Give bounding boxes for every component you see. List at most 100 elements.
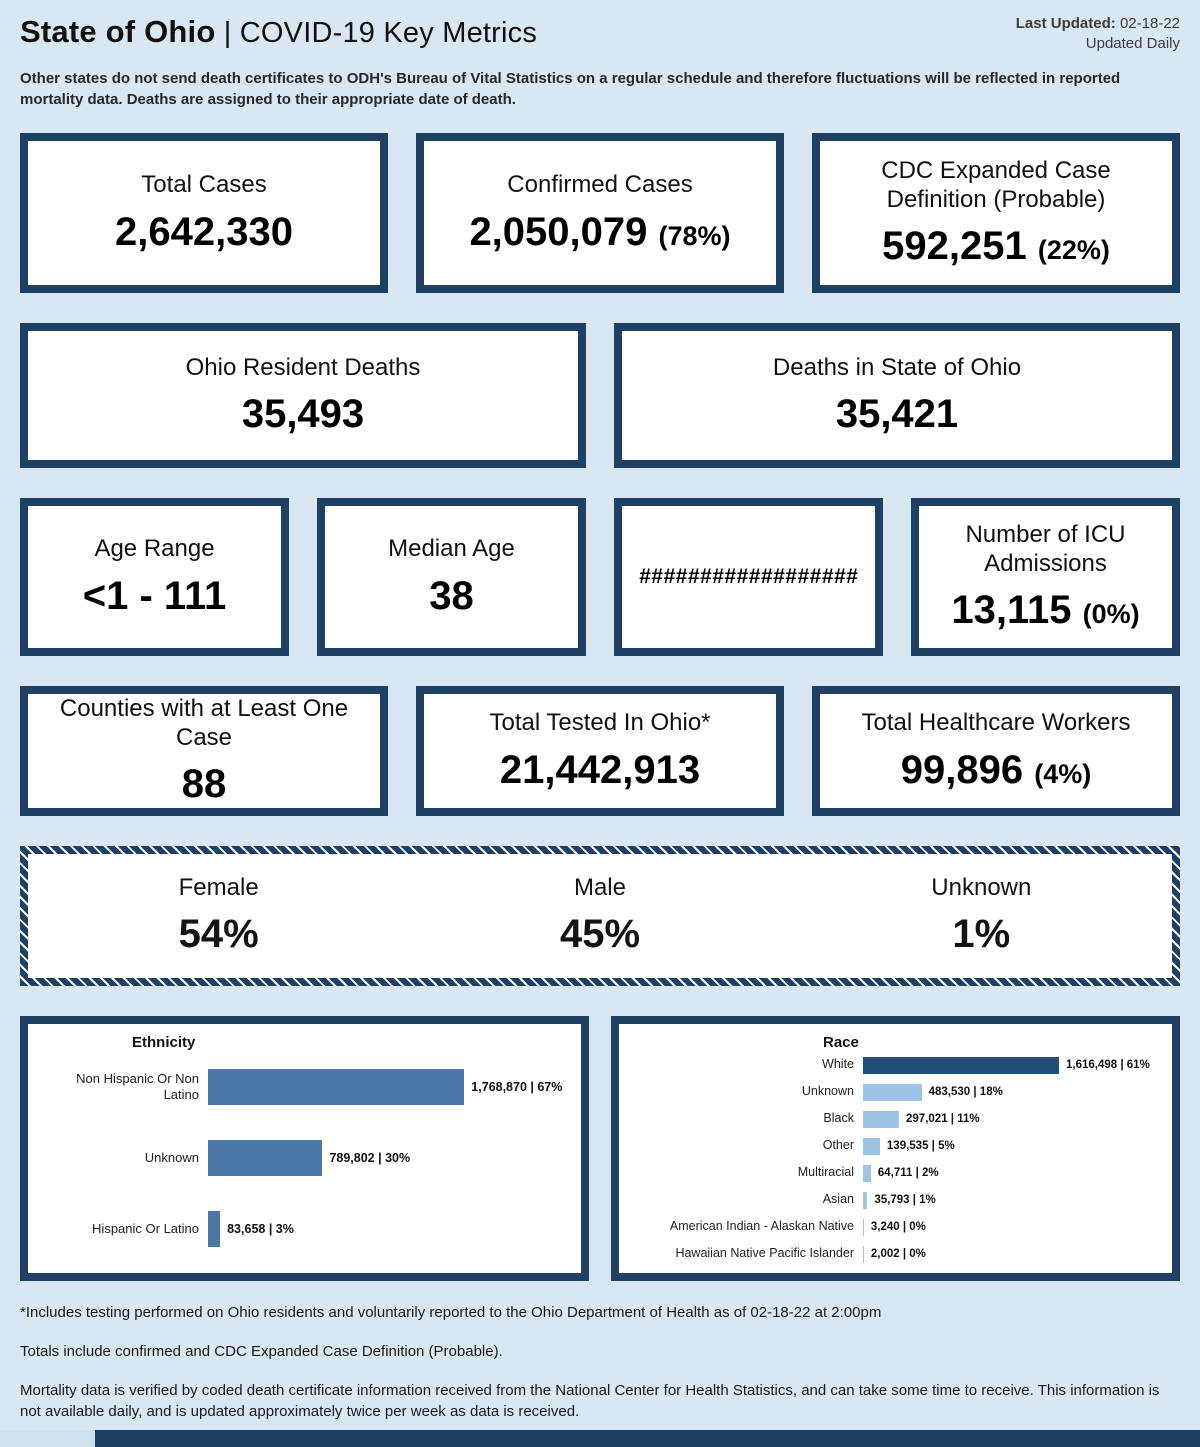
- chart-title-wrap: Race: [631, 1034, 859, 1051]
- card-value-percent: (4%): [1034, 758, 1092, 789]
- card-value: 38: [429, 573, 474, 618]
- bar-row: Asian 35,793 | 1%: [631, 1187, 1160, 1214]
- bar-area: 83,658 | 3%: [208, 1211, 569, 1247]
- kpi-row-gender: Female 54% Male 45% Unknown 1%: [20, 845, 1180, 986]
- race-chart-title: Race: [823, 1033, 859, 1051]
- bar-category-label: Non Hispanic Or Non Latino: [76, 1070, 199, 1102]
- gender-title: Female: [178, 874, 259, 901]
- card-total-tested[interactable]: Total Tested In Ohio* 21,442,913: [416, 685, 784, 816]
- card-title: Total Healthcare Workers: [861, 709, 1131, 737]
- bar-area: 483,530 | 18%: [863, 1083, 1160, 1101]
- card-age-range[interactable]: Age Range <1 - 111: [20, 497, 289, 656]
- bar-area: 2,002 | 0%: [863, 1245, 1160, 1263]
- bar[interactable]: [208, 1069, 465, 1105]
- card-value-number: 99,896: [900, 747, 1024, 792]
- card-icu-admissions[interactable]: Number of ICU Admissions 13,115 (0%): [911, 497, 1180, 656]
- bar-area: 64,711 | 2%: [863, 1164, 1160, 1182]
- card-median-age[interactable]: Median Age 38: [317, 497, 586, 656]
- card-value-number: 2,050,079: [469, 209, 648, 254]
- bar-area: 297,021 | 11%: [863, 1110, 1160, 1128]
- horizontal-scrollbar[interactable]: [0, 1430, 1200, 1447]
- chart-title-wrap: Ethnicity: [40, 1034, 195, 1051]
- bar[interactable]: [863, 1137, 880, 1155]
- footnote-totals: Totals include confirmed and CDC Expande…: [20, 1342, 503, 1360]
- bar-value-label: 789,802 | 30%: [329, 1151, 411, 1165]
- bar-category-label: Black: [823, 1111, 854, 1126]
- card-value: 2,642,330: [115, 209, 293, 254]
- card-ohio-resident-deaths[interactable]: Ohio Resident Deaths 35,493: [20, 322, 586, 468]
- card-title: Ohio Resident Deaths: [185, 353, 421, 381]
- page-title-bold: State of Ohio: [20, 14, 216, 49]
- bar-category-label: Multiracial: [797, 1165, 854, 1180]
- last-updated-line: Last Updated: 02-18-22: [1016, 14, 1180, 34]
- bar[interactable]: [863, 1218, 864, 1236]
- bar-category-label: American Indian - Alaskan Native: [669, 1219, 854, 1234]
- card-title: Total Tested In Ohio*: [489, 709, 711, 737]
- card-value-number: 13,115: [951, 588, 1072, 633]
- updated-daily-text: Updated Daily: [1085, 35, 1180, 53]
- card-overflow-value[interactable]: ##################: [614, 497, 883, 656]
- bar-category-label: Asian: [822, 1192, 854, 1207]
- bar-area: 1,616,498 | 61%: [863, 1056, 1160, 1074]
- race-chart[interactable]: Race White 1,616,498 | 61% Unknown 483,530 …: [611, 1015, 1180, 1281]
- bar[interactable]: [863, 1083, 922, 1101]
- bar[interactable]: [863, 1245, 864, 1263]
- card-cdc-probable[interactable]: CDC Expanded Case Definition (Probable) …: [812, 132, 1180, 293]
- card-counties[interactable]: Counties with at Least One Case 88: [20, 685, 388, 816]
- kpi-row-cases: Total Cases 2,642,330 Confirmed Cases 2,…: [20, 132, 1180, 293]
- card-value: 35,421: [835, 392, 959, 437]
- bar-row: Hispanic Or Latino 83,658 | 3%: [40, 1194, 569, 1265]
- footnote-mortality: Mortality data is verified by coded deat…: [20, 1382, 1160, 1421]
- bar-category-label: Unknown: [144, 1149, 199, 1165]
- card-deaths-in-state[interactable]: Deaths in State of Ohio 35,421: [614, 322, 1180, 468]
- bar-value-label: 1,768,870 | 67%: [471, 1080, 563, 1094]
- gender-female: Female 54%: [28, 874, 409, 957]
- bar[interactable]: [863, 1191, 868, 1209]
- bar-category-label: Other: [822, 1138, 854, 1153]
- card-value: 2,050,079 (78%): [469, 210, 730, 255]
- gender-value: 45%: [559, 912, 641, 956]
- bar-row: Unknown 483,530 | 18%: [631, 1079, 1160, 1106]
- bar-row: White 1,616,498 | 61%: [631, 1052, 1160, 1079]
- card-title: Counties with at Least One Case: [59, 694, 349, 751]
- card-value-percent: (0%): [1082, 599, 1140, 630]
- ethnicity-chart-body: Non Hispanic Or Non Latino 1,768,870 | 67…: [40, 1052, 569, 1265]
- bar-row: Unknown 789,802 | 30%: [40, 1123, 569, 1194]
- card-value: 13,115 (0%): [951, 588, 1139, 633]
- bar-row: Hawaiian Native Pacific Islander 2,002 | …: [631, 1241, 1160, 1268]
- bar-category-label: Hawaiian Native Pacific Islander: [675, 1246, 854, 1261]
- bar-value-label: 64,711 | 2%: [877, 1167, 939, 1179]
- bar-value-label: 483,530 | 18%: [928, 1086, 1003, 1098]
- bar[interactable]: [863, 1164, 871, 1182]
- charts-row: Ethnicity Non Hispanic Or Non Latino 1,76…: [20, 1015, 1180, 1281]
- card-gender-breakdown[interactable]: Female 54% Male 45% Unknown 1%: [20, 845, 1180, 986]
- bar[interactable]: [863, 1110, 900, 1128]
- card-healthcare-workers[interactable]: Total Healthcare Workers 99,896 (4%): [812, 685, 1180, 816]
- bar-row: Other 139,535 | 5%: [631, 1133, 1160, 1160]
- bar[interactable]: [208, 1211, 221, 1247]
- card-confirmed-cases[interactable]: Confirmed Cases 2,050,079 (78%): [416, 132, 784, 293]
- gender-male: Male 45%: [409, 874, 790, 957]
- page-title-rest: COVID-19 Key Metrics: [239, 17, 538, 49]
- card-title: Confirmed Cases: [507, 171, 693, 199]
- card-value: 99,896 (4%): [901, 748, 1091, 793]
- ethnicity-chart-title: Ethnicity: [132, 1033, 196, 1051]
- card-total-cases[interactable]: Total Cases 2,642,330: [20, 132, 388, 293]
- last-updated-value: 02-18-22: [1119, 15, 1180, 32]
- bar-category-label: Hispanic Or Latino: [92, 1220, 199, 1236]
- kpi-row-testing: Counties with at Least One Case 88 Total…: [20, 685, 1180, 816]
- gender-title: Male: [573, 874, 626, 901]
- bar-value-label: 1,616,498 | 61%: [1066, 1059, 1150, 1071]
- bar[interactable]: [208, 1140, 323, 1176]
- gender-title: Unknown: [931, 874, 1032, 901]
- card-title: Median Age: [388, 535, 515, 563]
- scrollbar-thumb[interactable]: [95, 1430, 1200, 1447]
- card-value: 88: [181, 762, 227, 807]
- bar-area: 789,802 | 30%: [208, 1140, 569, 1176]
- ethnicity-chart[interactable]: Ethnicity Non Hispanic Or Non Latino 1,76…: [20, 1015, 589, 1281]
- last-updated: Last Updated: 02-18-22 Updated Daily: [1016, 14, 1180, 55]
- race-chart-body: White 1,616,498 | 61% Unknown 483,530 | 18%…: [631, 1052, 1160, 1268]
- bar[interactable]: [863, 1056, 1060, 1074]
- overflow-hash-text: ##################: [638, 564, 859, 588]
